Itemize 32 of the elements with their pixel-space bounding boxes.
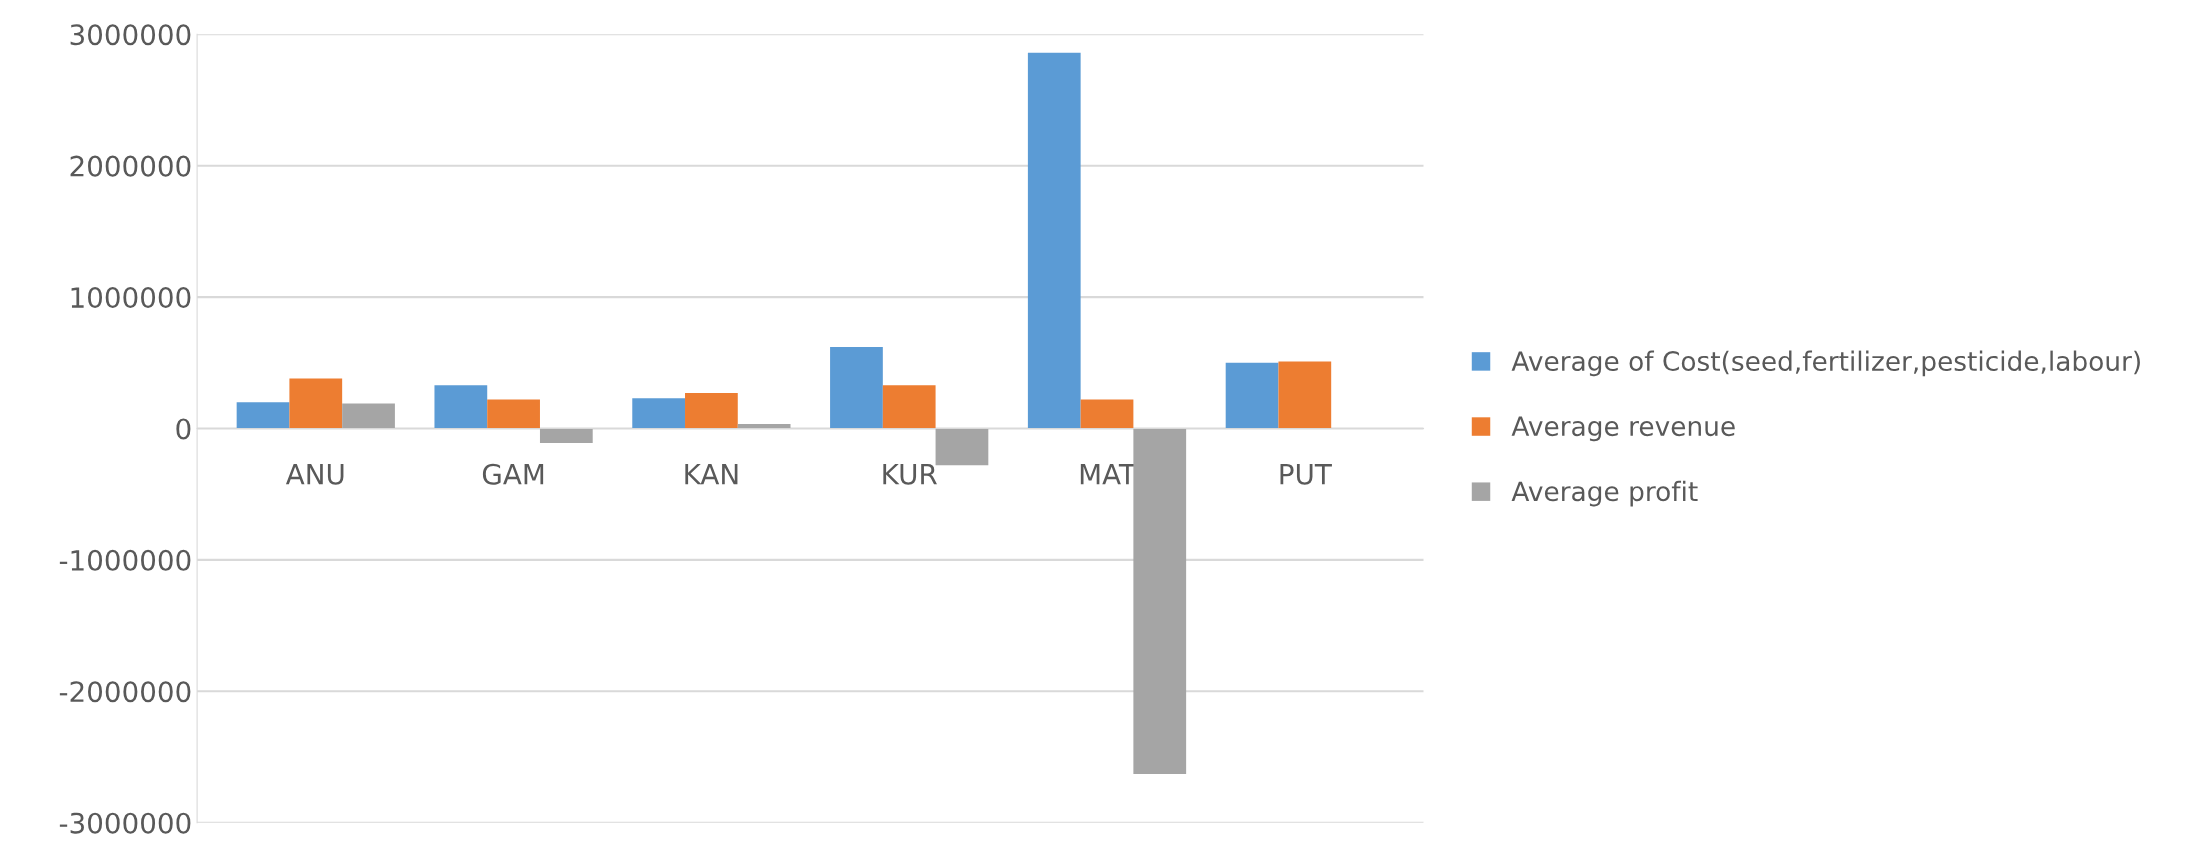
bar <box>487 399 540 429</box>
y-tick-label: 0 <box>176 418 191 440</box>
bar <box>1278 361 1332 429</box>
x-tick-label: KUR <box>883 464 937 485</box>
bar <box>1080 399 1134 429</box>
bar <box>1133 428 1187 775</box>
bar <box>1027 52 1081 429</box>
x-tick-label: PUT <box>1280 464 1332 485</box>
x-tick-label: GAM <box>482 463 544 485</box>
bar <box>434 385 488 429</box>
legend-label: Average of Cost(seed,fertilizer,pesticide,labour) <box>1511 350 2140 377</box>
bar <box>539 428 593 443</box>
bar <box>1225 362 1279 429</box>
bar <box>289 378 343 429</box>
legend-label: Average revenue <box>1511 416 1735 442</box>
y-tick-label: 2000000 <box>70 155 191 177</box>
bar <box>685 393 738 429</box>
y-tick-label: 1000000 <box>71 287 191 309</box>
bar <box>236 402 290 429</box>
y-tick-label: -1000000 <box>59 549 191 571</box>
bar <box>830 347 883 429</box>
bar <box>342 403 395 429</box>
y-tick-label: -3000000 <box>59 812 191 834</box>
bar <box>882 385 936 429</box>
bar <box>632 398 686 429</box>
legend-label: Average profit <box>1511 480 1698 507</box>
y-tick-label: 3000000 <box>70 24 191 46</box>
x-tick-label: MAT <box>1080 464 1136 485</box>
x-tick-label: ANU <box>285 464 344 485</box>
x-tick-label: KAN <box>685 464 738 485</box>
y-tick-label: -2000000 <box>59 681 191 703</box>
bar <box>935 428 989 466</box>
